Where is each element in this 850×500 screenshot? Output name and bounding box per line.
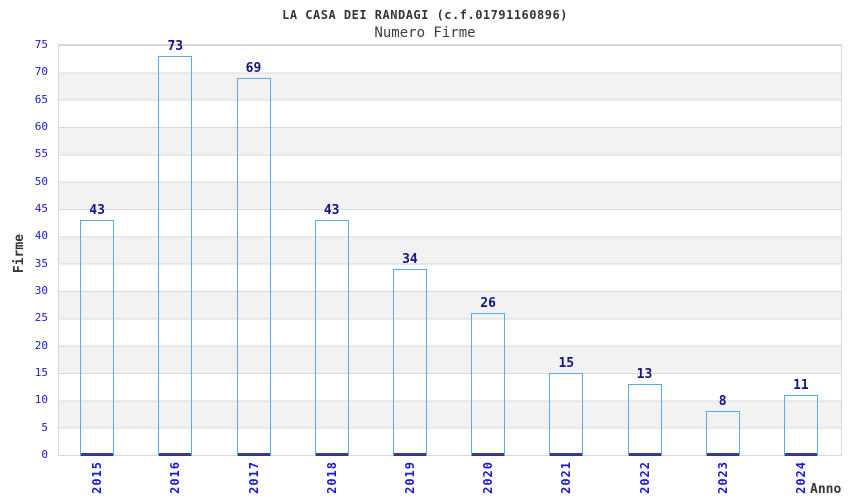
y-tick-label: 50: [34, 174, 48, 188]
y-tick-label: 65: [34, 92, 48, 106]
bar-value-label: 34: [402, 252, 418, 268]
bar-2022: [627, 383, 662, 457]
bar-2016: [158, 55, 193, 457]
bar-2020: [471, 312, 506, 457]
x-tick-label: 2019: [402, 461, 417, 494]
bar-value-label: 11: [793, 377, 809, 393]
bar-value-label: 13: [636, 366, 653, 382]
y-tick-label: 20: [34, 338, 48, 352]
plot-area: [58, 44, 842, 456]
y-tick-label: 15: [34, 366, 48, 379]
x-tick-label: 2022: [637, 461, 652, 494]
x-tick-label: 2024: [793, 461, 808, 494]
bar-2021: [549, 373, 584, 456]
x-tick-label: 2021: [559, 461, 574, 494]
x-tick-label: 2020: [481, 461, 496, 494]
bar-value-label: 43: [89, 202, 105, 218]
x-tick-label: 2023: [715, 461, 730, 494]
bar-value-label: 26: [480, 295, 496, 311]
x-tick-label: 2016: [168, 461, 183, 494]
y-tick-label: 0: [41, 448, 48, 461]
y-tick-label: 40: [34, 229, 48, 243]
x-tick-label: 2015: [90, 461, 105, 494]
chart-title: LA CASA DEI RANDAGI (c.f.01791160896): [282, 8, 568, 22]
y-tick-label: 5: [41, 420, 48, 434]
bar-value-label: 69: [245, 60, 262, 76]
bar-value-label: 73: [167, 38, 184, 54]
bar-2015: [80, 219, 115, 457]
y-tick-label: 45: [34, 202, 48, 215]
bar-2019: [392, 269, 427, 456]
y-tick-label: 10: [34, 393, 48, 407]
bar-2024: [783, 394, 818, 457]
y-tick-label: 35: [34, 256, 48, 270]
bar-value-label: 43: [323, 202, 340, 218]
bar-2023: [705, 411, 740, 456]
x-tick-label: 2018: [324, 461, 339, 494]
bar-2017: [236, 77, 271, 457]
y-tick-label: 55: [34, 147, 48, 161]
bar-value-label: 15: [558, 356, 575, 371]
x-axis-title: Anno: [810, 482, 842, 497]
y-tick-label: 75: [34, 38, 48, 51]
y-tick-label: 25: [34, 311, 48, 325]
bar-value-label: 8: [718, 394, 727, 410]
chart-subtitle: Numero Firme: [374, 25, 476, 41]
x-tick-label: 2017: [246, 461, 261, 494]
bar-2018: [314, 219, 349, 457]
y-tick-label: 30: [34, 284, 48, 297]
y-tick-label: 70: [34, 65, 48, 79]
y-tick-label: 60: [34, 120, 48, 133]
